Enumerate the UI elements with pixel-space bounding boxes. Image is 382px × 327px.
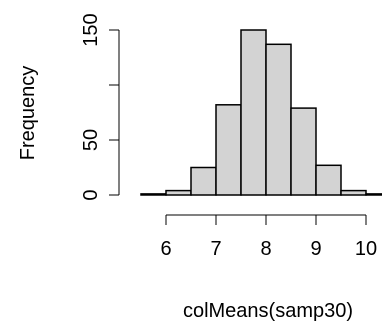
histogram-bar-9	[365, 193, 382, 196]
y-tick-label-2: 150	[80, 13, 102, 46]
histogram-bar-2	[190, 166, 217, 196]
histogram-bar-8	[340, 189, 367, 196]
x-tick-label-2: 8	[260, 238, 271, 260]
x-axis-ticks: 6 7 8 9 10	[160, 215, 377, 260]
histogram-bars	[140, 29, 382, 196]
x-tick-label-4: 10	[355, 238, 377, 260]
y-tick-label-1: 50	[80, 129, 102, 151]
histogram-bar-4	[240, 29, 267, 196]
y-tick-label-0: 0	[80, 189, 102, 200]
histogram-bar-7	[315, 164, 342, 196]
histogram-bar-0	[140, 193, 167, 196]
y-axis-ticks: 0 50 150	[80, 13, 119, 201]
x-tick-label-1: 7	[210, 238, 221, 260]
y-axis-label: Frequency	[17, 66, 39, 161]
x-tick-label-0: 6	[160, 238, 171, 260]
histogram-bar-6	[290, 107, 317, 196]
histogram-bar-1	[165, 189, 192, 196]
x-axis-label: colMeans(samp30)	[183, 300, 353, 322]
x-tick-label-3: 9	[310, 238, 321, 260]
histogram-bar-3	[215, 104, 242, 196]
histogram-bar-5	[265, 43, 292, 196]
